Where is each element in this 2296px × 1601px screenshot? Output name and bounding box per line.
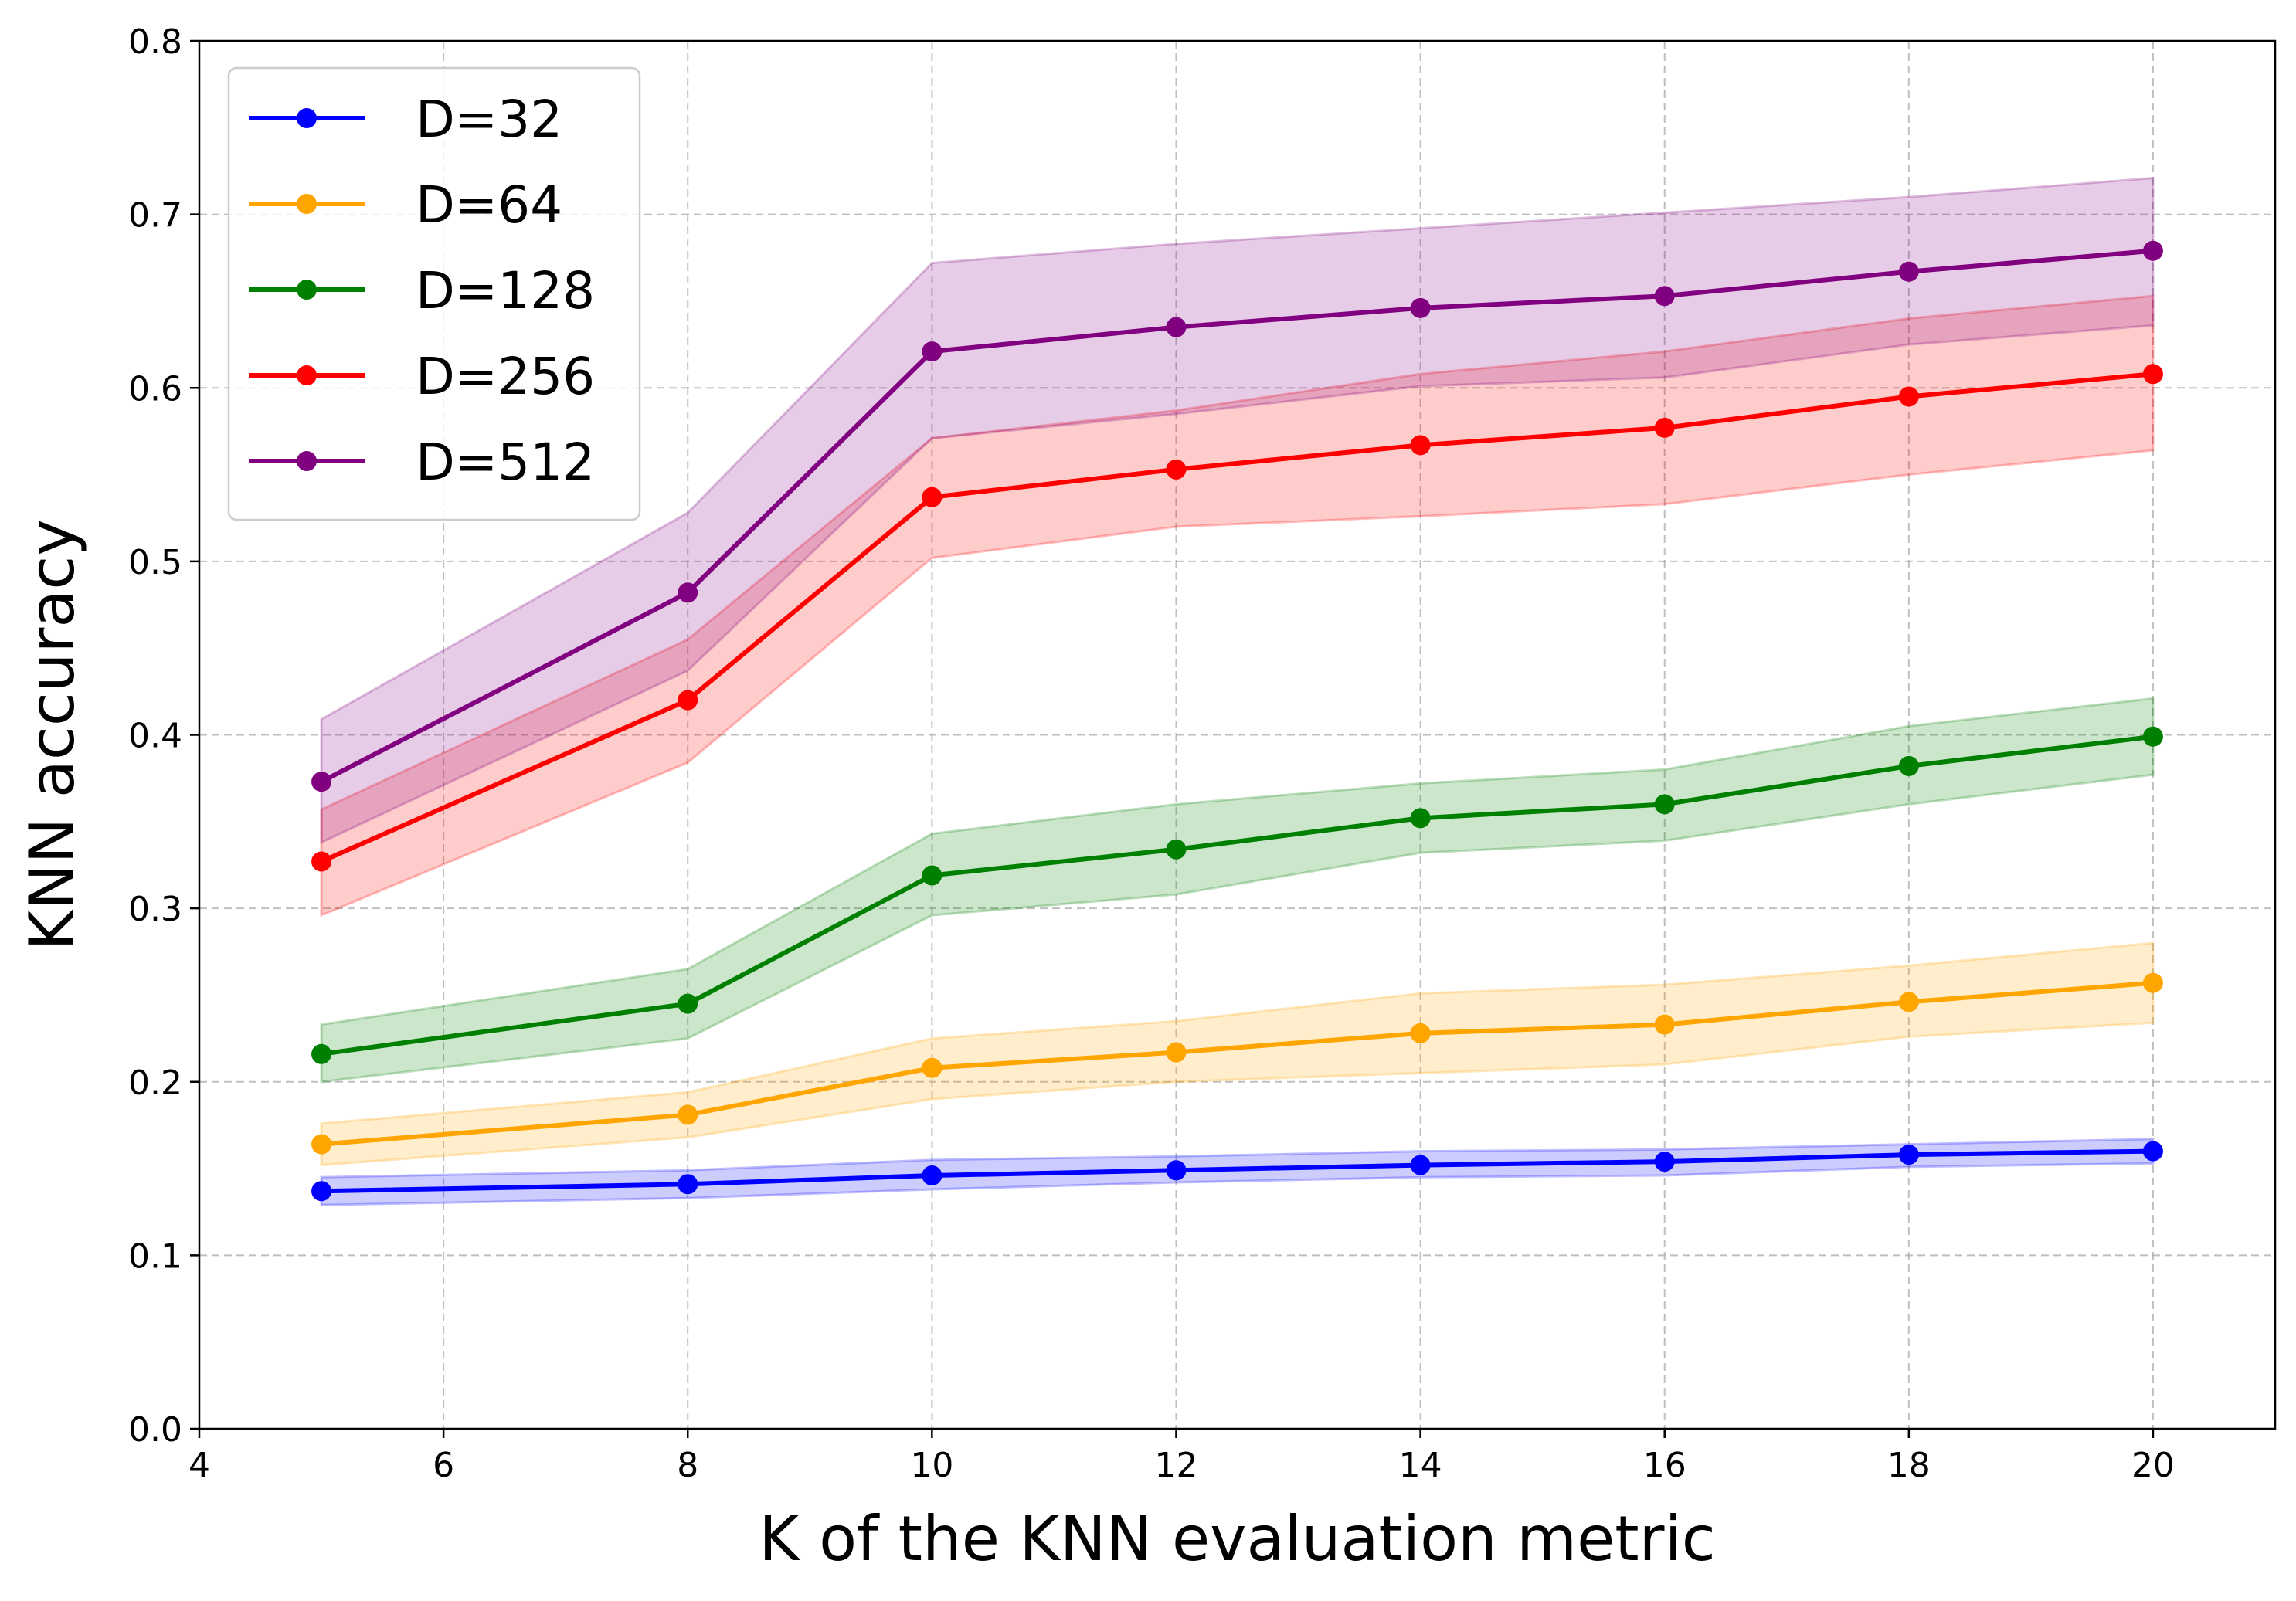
data-point [311,1134,332,1155]
x-tick-label: 8 [677,1446,698,1485]
data-point [1654,286,1675,307]
x-tick-label: 4 [189,1446,210,1485]
data-point [1166,1160,1187,1181]
data-point [922,1057,943,1078]
legend-marker [297,280,317,300]
x-tick-label: 14 [1399,1446,1442,1485]
y-tick-label: 0.2 [128,1063,182,1103]
data-point [678,1104,698,1125]
data-point [678,582,698,603]
legend-marker [297,451,317,471]
x-tick-label: 12 [1154,1446,1197,1485]
series-line-d64 [321,980,2154,1147]
data-point [1166,459,1187,480]
y-tick-label: 0.3 [128,890,182,929]
legend: D=32 D=64 D=128 D=256 D=512 [227,66,641,521]
data-point [2142,972,2163,993]
data-point [1898,386,1919,407]
legend-label: D=128 [416,261,595,321]
data-point [1654,1152,1675,1172]
y-tick-label: 0.7 [128,196,182,236]
band-d32 [320,1138,2155,1206]
legend-label: D=256 [416,347,595,406]
legend-label: D=512 [416,432,595,492]
data-point [2142,726,2163,747]
data-point [922,865,943,886]
y-tick-label: 0.4 [128,717,182,756]
band-d256 [320,294,2155,918]
series-line-d128 [321,734,2154,1057]
data-point [1410,297,1431,318]
series-line-d256 [320,371,2154,864]
data-point [1898,1145,1919,1165]
series-lines [320,248,2154,1194]
x-tick-label: 18 [1887,1446,1931,1485]
series-line-d32 [321,1148,2153,1194]
x-axis-title: K of the KNN evaluation metric [759,1503,1716,1575]
y-tick-label: 0.5 [128,543,182,582]
band-d64 [320,941,2155,1167]
data-point [1654,1014,1675,1035]
legend-label: D=64 [416,175,562,235]
data-point [2142,240,2163,261]
x-tick-label: 20 [2131,1446,2175,1485]
data-point [1410,1023,1431,1043]
data-point [922,1165,943,1186]
legend-marker [297,108,317,128]
y-tick-label: 0.1 [128,1236,182,1276]
data-point [678,993,698,1014]
y-axis-title: KNN accuracy [16,519,88,951]
axis-ticks: 4 6 8 10 12 14 16 18 20 0.0 0.1 0.2 0.3 0.4 0.5 0.6 0.7 0… [128,22,2175,1485]
data-point [311,851,332,872]
legend-label: D=32 [416,90,562,149]
data-point [1654,417,1675,438]
data-point [1898,261,1919,282]
data-point [1166,317,1187,337]
data-point [2142,1141,2163,1162]
data-point [311,1043,332,1064]
series-line-d512 [320,248,2154,784]
data-point [1898,755,1919,776]
legend-marker [297,194,317,214]
data-point [922,487,943,507]
data-point [678,690,698,711]
confidence-bands [320,176,2155,1206]
data-point [1166,839,1187,860]
legend-box [227,66,641,521]
y-tick-label: 0.0 [128,1410,182,1450]
data-point [1410,808,1431,829]
data-point [2142,364,2163,385]
y-tick-label: 0.6 [128,369,182,409]
x-tick-label: 16 [1643,1446,1686,1485]
data-point [1166,1042,1187,1063]
data-point [678,1174,698,1195]
y-tick-label: 0.8 [128,22,182,62]
data-point [311,772,332,792]
data-point [311,1181,332,1202]
data-point [1654,794,1675,815]
x-tick-label: 6 [433,1446,454,1485]
data-point [1898,992,1919,1012]
data-point [922,341,943,362]
data-point [1410,435,1431,456]
data-point [1410,1155,1431,1175]
band-d512 [320,176,2155,845]
x-tick-label: 10 [910,1446,953,1485]
series-points [311,240,2163,1202]
band-d128 [320,697,2155,1084]
legend-marker [297,365,317,385]
